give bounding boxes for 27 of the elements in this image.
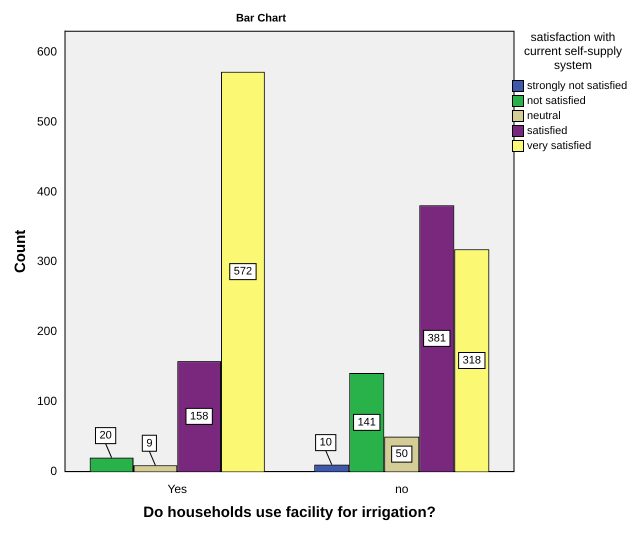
data-label: 50 — [396, 448, 408, 460]
data-label: 9 — [146, 437, 152, 450]
legend-title: satisfaction with current self-supply system — [522, 30, 624, 72]
x-tick-label: Yes — [167, 482, 188, 496]
data-label: 318 — [462, 354, 481, 366]
legend-label: satisfied — [527, 124, 568, 136]
chart-title: Bar Chart — [236, 12, 286, 25]
y-tick-label: 400 — [36, 184, 58, 198]
legend-label: strongly not satisfied — [527, 80, 628, 92]
y-tick-label: 0 — [50, 464, 58, 478]
y-axis-title: Count — [12, 230, 30, 274]
y-tick-label: 100 — [36, 394, 58, 408]
data-label: 381 — [428, 332, 446, 344]
data-label: 572 — [234, 266, 252, 278]
legend-label: neutral — [527, 110, 561, 122]
data-label: 141 — [358, 416, 376, 428]
legend-label: not satisfied — [527, 94, 586, 106]
y-tick-label: 300 — [36, 254, 58, 268]
y-tick-label: 600 — [36, 44, 58, 58]
data-label: 10 — [320, 436, 332, 449]
data-label: 158 — [190, 410, 208, 422]
x-axis-title: Do households use facility for irrigation? — [143, 504, 436, 522]
data-label: 20 — [99, 430, 112, 442]
x-tick-label: no — [395, 482, 409, 496]
legend-label: very satisfied — [527, 140, 592, 152]
y-tick-label: 200 — [36, 324, 58, 338]
y-tick-label: 500 — [36, 114, 58, 128]
